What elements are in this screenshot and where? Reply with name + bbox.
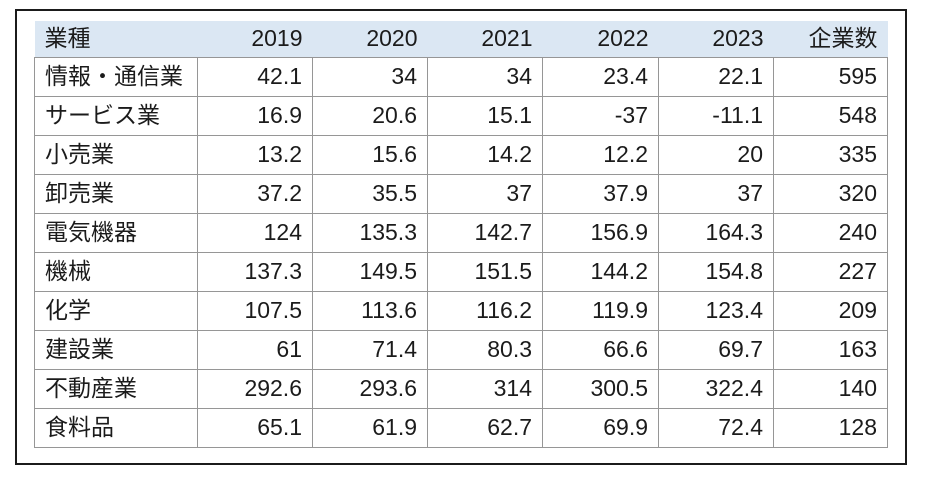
table-cell: 65.1 bbox=[197, 407, 313, 448]
table-cell: 14.2 bbox=[427, 134, 543, 175]
table-cell: 149.5 bbox=[312, 251, 428, 292]
table-cell: 69.7 bbox=[658, 329, 774, 370]
table-cell: 163 bbox=[773, 329, 888, 370]
row-label: 電気機器 bbox=[34, 212, 198, 253]
table-cell: 62.7 bbox=[427, 407, 543, 448]
table-cell: 34 bbox=[427, 56, 543, 97]
table-cell: 151.5 bbox=[427, 251, 543, 292]
table-cell: 37.2 bbox=[197, 173, 313, 214]
table-cell: 123.4 bbox=[658, 290, 774, 331]
table-cell: 16.9 bbox=[197, 95, 313, 136]
table-cell: 37 bbox=[658, 173, 774, 214]
table-cell: 12.2 bbox=[542, 134, 659, 175]
table-cell: 142.7 bbox=[427, 212, 543, 253]
table-cell: 61 bbox=[197, 329, 313, 370]
table-cell: 42.1 bbox=[197, 56, 313, 97]
table-cell: 116.2 bbox=[427, 290, 543, 331]
table-cell: 322.4 bbox=[658, 368, 774, 409]
row-label: 機械 bbox=[34, 251, 198, 292]
table-cell: 137.3 bbox=[197, 251, 313, 292]
table-cell: 66.6 bbox=[542, 329, 659, 370]
row-label: 建設業 bbox=[34, 329, 198, 370]
table-cell: 227 bbox=[773, 251, 888, 292]
row-label: サービス業 bbox=[34, 95, 198, 136]
table-row: 機械 137.3 149.5 151.5 144.2 154.8 227 bbox=[34, 251, 888, 292]
table-cell: 335 bbox=[773, 134, 888, 175]
table-outer-frame: 業種 2019 2020 2021 2022 2023 企業数 情報・通信業 42.1 34 34… bbox=[15, 9, 907, 465]
table-cell: 128 bbox=[773, 407, 888, 448]
column-header: 2021 bbox=[427, 21, 543, 57]
table-cell: 314 bbox=[427, 368, 543, 409]
table-cell: 240 bbox=[773, 212, 888, 253]
row-label: 卸売業 bbox=[34, 173, 198, 214]
table-cell: 34 bbox=[312, 56, 428, 97]
table-cell: 113.6 bbox=[312, 290, 428, 331]
table-row: 化学 107.5 113.6 116.2 119.9 123.4 209 bbox=[34, 290, 888, 331]
table-cell: 300.5 bbox=[542, 368, 659, 409]
table-cell: 548 bbox=[773, 95, 888, 136]
table-cell: 23.4 bbox=[542, 56, 659, 97]
column-header: 2019 bbox=[197, 21, 313, 57]
table-cell: -11.1 bbox=[658, 95, 774, 136]
table-row: 卸売業 37.2 35.5 37 37.9 37 320 bbox=[34, 173, 888, 214]
table-cell: 119.9 bbox=[542, 290, 659, 331]
table-cell: 71.4 bbox=[312, 329, 428, 370]
row-label: 不動産業 bbox=[34, 368, 198, 409]
table-cell: 140 bbox=[773, 368, 888, 409]
table-cell: 80.3 bbox=[427, 329, 543, 370]
table-cell: 156.9 bbox=[542, 212, 659, 253]
table-row: 建設業 61 71.4 80.3 66.6 69.7 163 bbox=[34, 329, 888, 370]
table-row: 小売業 13.2 15.6 14.2 12.2 20 335 bbox=[34, 134, 888, 175]
column-header: 2020 bbox=[312, 21, 428, 57]
table-cell: 292.6 bbox=[197, 368, 313, 409]
table-cell: 13.2 bbox=[197, 134, 313, 175]
table-cell: 72.4 bbox=[658, 407, 774, 448]
row-label: 小売業 bbox=[34, 134, 198, 175]
table-cell: 20 bbox=[658, 134, 774, 175]
row-label: 化学 bbox=[34, 290, 198, 331]
row-label: 情報・通信業 bbox=[34, 56, 198, 97]
table-cell: 61.9 bbox=[312, 407, 428, 448]
table-cell: 22.1 bbox=[658, 56, 774, 97]
table-cell: 20.6 bbox=[312, 95, 428, 136]
industry-data-table: 業種 2019 2020 2021 2022 2023 企業数 情報・通信業 42.1 34 34… bbox=[34, 21, 888, 448]
table-cell: 164.3 bbox=[658, 212, 774, 253]
table-body: 情報・通信業 42.1 34 34 23.4 22.1 595 サービス業 16.9 20.6 15… bbox=[34, 56, 888, 448]
table-row: 不動産業 292.6 293.6 314 300.5 322.4 140 bbox=[34, 368, 888, 409]
table-cell: 595 bbox=[773, 56, 888, 97]
header-row: 業種 2019 2020 2021 2022 2023 企業数 bbox=[34, 21, 888, 57]
column-header: 企業数 bbox=[773, 21, 888, 57]
table-cell: 37.9 bbox=[542, 173, 659, 214]
table-row: 食料品 65.1 61.9 62.7 69.9 72.4 128 bbox=[34, 407, 888, 448]
table-cell: 209 bbox=[773, 290, 888, 331]
table-cell: 135.3 bbox=[312, 212, 428, 253]
table-cell: 154.8 bbox=[658, 251, 774, 292]
table-row: 情報・通信業 42.1 34 34 23.4 22.1 595 bbox=[34, 56, 888, 97]
table-cell: 124 bbox=[197, 212, 313, 253]
column-header: 2022 bbox=[542, 21, 659, 57]
table-row: 電気機器 124 135.3 142.7 156.9 164.3 240 bbox=[34, 212, 888, 253]
table-cell: 15.6 bbox=[312, 134, 428, 175]
row-label: 食料品 bbox=[34, 407, 198, 448]
table-row: サービス業 16.9 20.6 15.1 -37 -11.1 548 bbox=[34, 95, 888, 136]
table-cell: 69.9 bbox=[542, 407, 659, 448]
column-header: 2023 bbox=[658, 21, 774, 57]
table-cell: 37 bbox=[427, 173, 543, 214]
table-cell: -37 bbox=[542, 95, 659, 136]
column-header-industry: 業種 bbox=[34, 21, 198, 57]
table-cell: 320 bbox=[773, 173, 888, 214]
table-cell: 144.2 bbox=[542, 251, 659, 292]
table-cell: 15.1 bbox=[427, 95, 543, 136]
table-cell: 35.5 bbox=[312, 173, 428, 214]
table-header-row: 業種 2019 2020 2021 2022 2023 企業数 bbox=[34, 21, 888, 57]
table-cell: 293.6 bbox=[312, 368, 428, 409]
table-cell: 107.5 bbox=[197, 290, 313, 331]
